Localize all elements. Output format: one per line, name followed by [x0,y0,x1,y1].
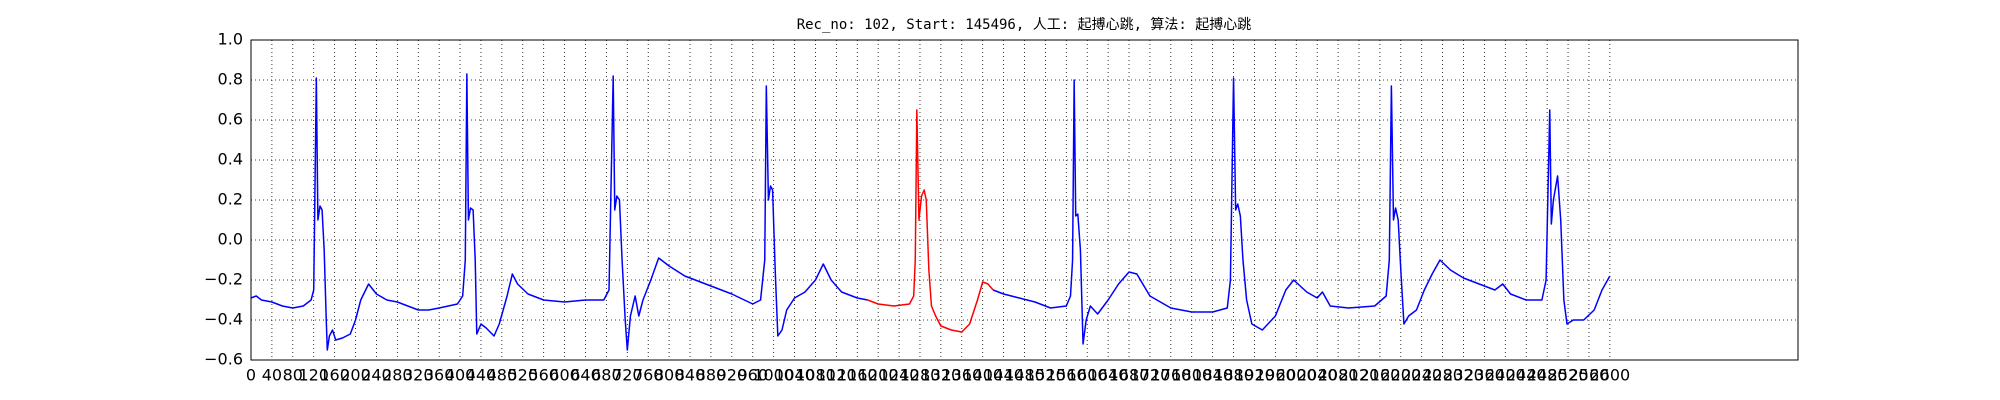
x-tick-label: 2560 [1569,366,1610,385]
y-tick-label: −0.4 [204,310,243,329]
x-tick-label: 1600 [1067,366,1108,385]
x-tick-label: 1760 [1150,366,1191,385]
x-tick-label: 1680 [1109,366,1150,385]
x-tick-label: 1400 [962,366,1003,385]
x-tick-label: 640 [570,366,601,385]
x-tick-label: 1320 [921,366,962,385]
x-tick-label: 2240 [1401,366,1442,385]
x-tick-label: 520 [507,366,538,385]
x-tick-label: 840 [675,366,706,385]
y-tick-label: 1.0 [218,30,243,49]
x-tick-label: 160 [319,366,350,385]
chart-title: Rec_no: 102, Start: 145496, 人工: 起搏心跳, 算法… [797,16,1252,33]
x-tick-label: 560 [528,366,559,385]
y-tick-label: 0.4 [218,150,243,169]
x-tick-label: 1360 [941,366,982,385]
x-tick-label: 1120 [816,366,857,385]
plot-frame [250,39,1799,361]
y-tick-label: 0.2 [218,190,243,209]
x-tick-label: 2120 [1339,366,1380,385]
x-tick-label: 40 [262,366,282,385]
x-tick-label: 1920 [1234,366,1275,385]
y-tick-label: 0.6 [218,110,243,129]
x-tick-label: 0 [246,366,256,385]
x-tick-label: 1280 [900,366,941,385]
x-tick-label: 1800 [1171,366,1212,385]
x-tick-label: 2600 [1589,366,1630,385]
x-tick-label: 1440 [983,366,1024,385]
x-tick-label: 960 [737,366,768,385]
y-tick-label: −0.2 [204,270,243,289]
x-tick-label: 2440 [1506,366,1547,385]
x-tick-label: 120 [298,366,329,385]
series-line [250,73,1611,351]
x-tick-label: 1160 [837,366,878,385]
x-tick-label: 1200 [858,366,899,385]
x-tick-label: 2520 [1548,366,1589,385]
x-tick-label: 240 [361,366,392,385]
x-tick-label: 80 [283,366,303,385]
x-tick-label: 720 [612,366,643,385]
y-tick-label: −0.6 [204,350,243,369]
x-tick-label: 2040 [1297,366,1338,385]
x-tick-label: 1720 [1130,366,1171,385]
x-tick-label: 2160 [1360,366,1401,385]
x-tick-label: 1480 [1004,366,1045,385]
x-tick-label: 600 [549,366,580,385]
x-tick-label: 1560 [1046,366,1087,385]
y-tick-label: 0.0 [218,230,243,249]
x-tick-label: 480 [487,366,518,385]
x-tick-label: 2480 [1527,366,1568,385]
y-tick-label: 0.8 [218,70,243,89]
x-tick-label: 2400 [1485,366,1526,385]
series-line [867,109,994,333]
x-tick-label: 400 [445,366,476,385]
x-tick-label: 1840 [1192,366,1233,385]
x-tick-label: 1640 [1088,366,1129,385]
x-tick-label: 880 [696,366,727,385]
x-tick-label: 1000 [753,366,794,385]
x-tick-label: 680 [591,366,622,385]
x-tick-label: 2320 [1443,366,1484,385]
x-tick-label: 1880 [1213,366,1254,385]
x-tick-label: 1960 [1255,366,1296,385]
x-tick-label: 2000 [1276,366,1317,385]
x-tick-label: 2360 [1464,366,1505,385]
x-tick-label: 440 [466,366,497,385]
x-tick-label: 1080 [795,366,836,385]
x-tick-label: 360 [424,366,455,385]
x-tick-label: 1520 [1025,366,1066,385]
x-tick-label: 2200 [1380,366,1421,385]
x-tick-label: 280 [382,366,413,385]
x-tick-label: 200 [340,366,371,385]
x-tick-label: 320 [403,366,434,385]
x-tick-label: 800 [654,366,685,385]
x-tick-label: 2080 [1318,366,1359,385]
x-tick-label: 760 [633,366,664,385]
x-tick-label: 1240 [879,366,920,385]
x-tick-label: 2280 [1422,366,1463,385]
x-tick-label: 920 [717,366,748,385]
x-tick-label: 1040 [774,366,815,385]
